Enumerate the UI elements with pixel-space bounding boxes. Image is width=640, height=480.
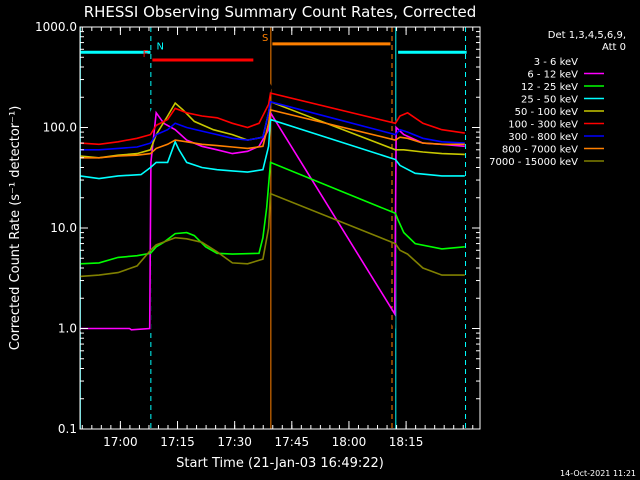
series-line: [80, 82, 465, 332]
series-lines: [79, 82, 465, 332]
legend-label: 25 - 50 keV: [521, 95, 578, 106]
series-line: [80, 110, 465, 331]
y-tick-label: 1000.0: [35, 20, 77, 34]
flag-label: F: [143, 49, 149, 60]
x-tick-label: 18:15: [389, 435, 424, 449]
observing-flags: NF S: [80, 33, 467, 62]
x-tick-label: 17:30: [217, 435, 252, 449]
series-line: [79, 100, 465, 159]
x-tick-label: 18:00: [332, 435, 367, 449]
x-tick-label: 17:15: [160, 435, 195, 449]
legend-header: Det 1,3,4,5,6,9,: [548, 30, 626, 41]
legend-label: 12 - 25 keV: [521, 82, 578, 93]
series-line: [79, 92, 465, 146]
y-tick-label: 10.0: [50, 221, 77, 235]
legend-label: 6 - 12 keV: [527, 70, 578, 81]
x-axis-label: Start Time (21-Jan-03 16:49:22): [176, 456, 384, 471]
series-line: [79, 161, 465, 265]
y-tick-label: 0.1: [58, 422, 77, 436]
chart-title: RHESSI Observing Summary Count Rates, Co…: [84, 3, 477, 21]
series-line: [80, 100, 465, 151]
legend-label: 50 - 100 keV: [515, 107, 579, 118]
legend: Det 1,3,4,5,6,9,Att 0 3 - 6 keV 6 - 12 keV…: [489, 30, 626, 168]
flag-label: S: [262, 33, 268, 44]
legend-label: 300 - 800 keV: [508, 132, 578, 143]
y-tick-label: 100.0: [43, 121, 77, 135]
y-axis-ticks: 0.1 1.0 10.0 100.0 1000.0: [35, 20, 480, 436]
x-tick-label: 17:00: [103, 435, 138, 449]
series-line: [79, 192, 465, 278]
footer-timestamp: 14-Oct-2021 11:21: [560, 469, 636, 478]
series-line: [79, 118, 465, 180]
flag-label: N: [156, 41, 163, 52]
legend-label: 800 - 7000 keV: [502, 145, 578, 156]
legend-label: 3 - 6 keV: [534, 57, 578, 68]
x-tick-label: 17:45: [275, 435, 310, 449]
legend-label: 7000 - 15000 keV: [489, 157, 578, 168]
legend-label: 100 - 300 keV: [508, 120, 578, 131]
x-axis-ticks: 17:00 17:15 17:30 17:45 18:00 18:15: [81, 27, 474, 449]
y-tick-label: 1.0: [58, 322, 77, 336]
legend-header: Att 0: [602, 42, 626, 53]
y-axis-label: Corrected Count Rate (s⁻¹ detector⁻¹): [8, 106, 23, 351]
series-line: [80, 108, 465, 159]
